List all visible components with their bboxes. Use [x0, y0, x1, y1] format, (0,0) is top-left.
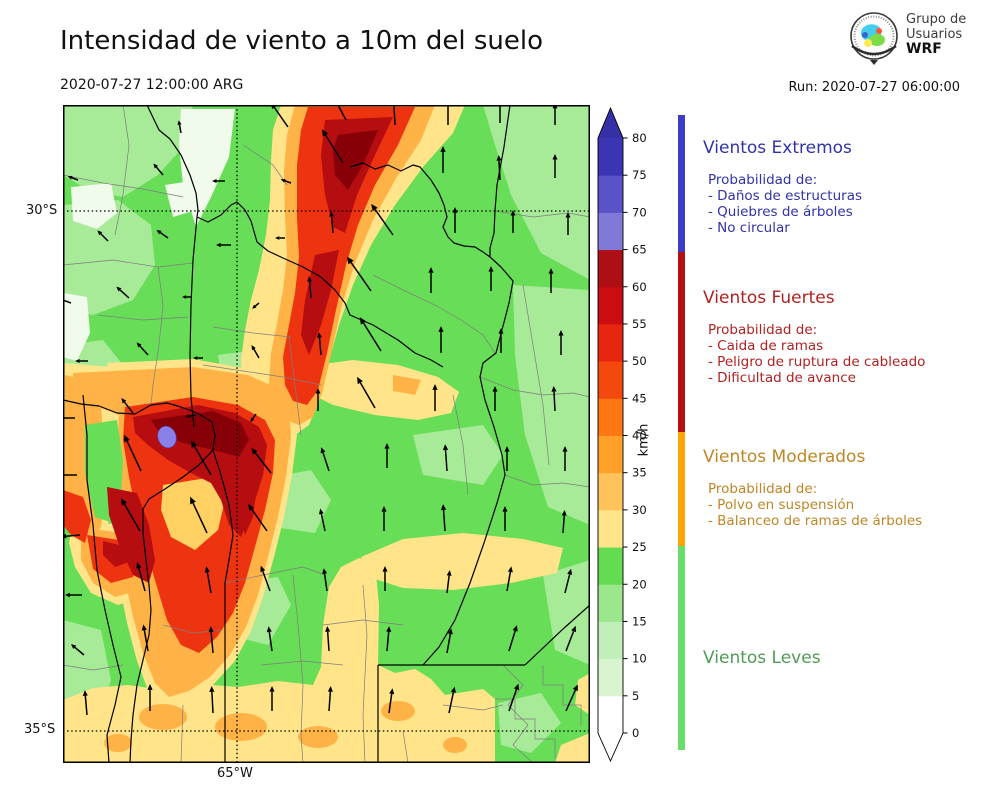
- colorbar-extend-under: [598, 733, 623, 761]
- logo-line1: Grupo de: [906, 12, 967, 27]
- contour-darkest-red: [151, 130, 378, 457]
- colorbar-tick-label: 35: [632, 466, 647, 480]
- logo-line2: Usuarios: [906, 27, 963, 42]
- colorbar-segment: [598, 398, 623, 436]
- colorbar-tick-label: 25: [632, 540, 647, 554]
- wind-map: [63, 105, 590, 763]
- lat-label-30s: 30°S: [26, 203, 58, 218]
- strip-segment: [678, 115, 685, 252]
- colorbar-extend-over: [598, 108, 623, 138]
- strip-segment: [678, 432, 685, 546]
- province-borders: [63, 105, 590, 763]
- colorbar-tick-label: 20: [632, 577, 647, 591]
- colorbar-tick-label: 30: [632, 503, 647, 517]
- colorbar-segment: [598, 584, 623, 622]
- valid-time-label: 2020-07-27 12:00:00 ARG: [60, 77, 244, 93]
- wind-map-canvas: [63, 105, 590, 763]
- lat-label-35s: 35°S: [24, 722, 56, 737]
- colorbar-segment: [598, 323, 623, 362]
- colorbar-tick-label: 75: [632, 168, 647, 182]
- globe-logo-icon: [850, 12, 898, 65]
- wind-speed-colorbar: 0 5 10 15 20 25 30 35 40 45 50 55 60 65 70 75 80: [597, 106, 647, 763]
- strip-segment: [678, 252, 685, 432]
- colorbar-tick-label: 70: [632, 205, 647, 219]
- colorbar-tick-label: 60: [632, 280, 647, 294]
- colorbar-segment: [598, 658, 623, 697]
- category-title: Vientos Moderados: [703, 447, 866, 467]
- colorbar-tick-label: 0: [632, 726, 639, 740]
- model-run-label: Run: 2020-07-27 06:00:00: [788, 80, 960, 95]
- colorbar-segment: [598, 435, 623, 474]
- map-frame: [63, 105, 590, 763]
- colorbar-tick-label: 55: [632, 317, 647, 331]
- colorbar-segment: [598, 472, 623, 511]
- colorbar-tick-label: 45: [632, 391, 647, 405]
- wind-arrows: [63, 105, 578, 716]
- category-details: Probabilidad de: - Caida de ramas - Peli…: [708, 322, 926, 386]
- page-title: Intensidad de viento a 10m del suelo: [60, 26, 544, 56]
- contour-extreme-purple: [157, 425, 177, 449]
- category-title: Vientos Leves: [703, 648, 821, 668]
- category-details: Probabilidad de: - Polvo en suspensión -…: [708, 481, 923, 529]
- lon-label-65w: 65°W: [217, 766, 253, 781]
- contour-inner-yellow: [161, 477, 225, 550]
- colorbar-segment: [598, 509, 623, 548]
- colorbar-tick-label: 65: [632, 243, 647, 257]
- colorbar-segment: [598, 621, 623, 660]
- category-details: Probabilidad de: - Daños de estructuras …: [708, 172, 863, 236]
- category-title: Vientos Extremos: [703, 138, 852, 158]
- logo-line3: WRF: [906, 41, 942, 57]
- colorbar-tick-label: 40: [632, 429, 647, 443]
- colorbar-tick-label: 15: [632, 614, 647, 628]
- colorbar-segment: [598, 547, 623, 585]
- colorbar-segment: [598, 138, 623, 176]
- colorbar-segment: [598, 695, 623, 734]
- colorbar-unit-label: km/h: [636, 423, 652, 457]
- colorbar-segment: [598, 212, 623, 251]
- colorbar-segment: [598, 361, 623, 399]
- colorbar-segment: [598, 249, 623, 288]
- strip-segment: [678, 546, 685, 750]
- colorbar-segment: [598, 286, 623, 325]
- colorbar-segment: [598, 175, 623, 213]
- colorbar-tick-label: 80: [632, 131, 647, 145]
- colorbar-tick-label: 50: [632, 354, 647, 368]
- wrf-users-group-logo: Grupo de Usuarios WRF: [848, 10, 998, 66]
- graticule-dotted-lines: [63, 105, 590, 763]
- colorbar-tick-label: 5: [632, 689, 639, 703]
- colorbar-tick-label: 10: [632, 652, 647, 666]
- category-title: Vientos Fuertes: [703, 288, 835, 308]
